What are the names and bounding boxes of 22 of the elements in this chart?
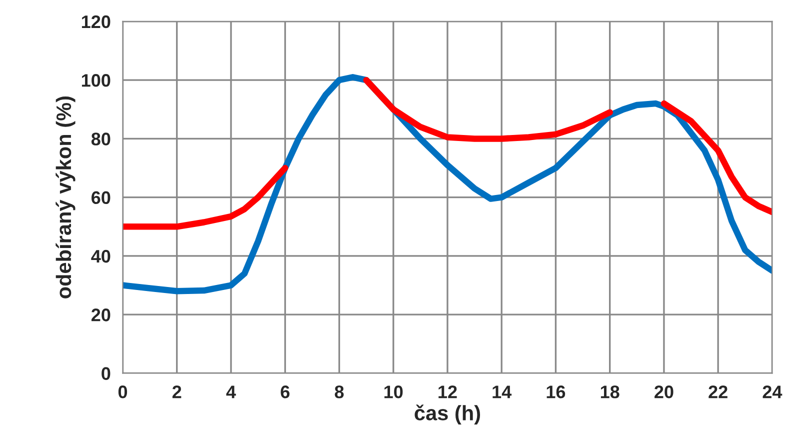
x-tick-label: 8 [334, 386, 344, 398]
x-axis-title: čas (h) [414, 404, 480, 425]
x-tick-label: 4 [226, 386, 236, 398]
x-tick-label: 20 [654, 386, 674, 398]
y-axis-title: odebíraný výkon (%) [56, 96, 76, 298]
y-tick-label: 100 [82, 74, 110, 87]
x-tick-label: 10 [384, 386, 403, 398]
y-tick-label: 120 [82, 15, 110, 28]
x-tick-label: 18 [600, 386, 620, 398]
x-tick-label: 12 [438, 386, 457, 398]
x-tick-label: 24 [762, 386, 782, 398]
y-tick-label: 60 [92, 191, 110, 204]
y-tick-label: 20 [92, 308, 110, 322]
x-tick-label: 22 [708, 386, 728, 398]
x-tick-label: 16 [546, 386, 566, 398]
x-tick-label: 0 [118, 386, 128, 398]
y-tick-label: 80 [91, 132, 110, 146]
x-tick-label: 2 [172, 386, 182, 398]
x-tick-label: 6 [280, 386, 290, 398]
y-tick-label: 0 [102, 367, 110, 380]
x-tick-label: 14 [492, 386, 512, 398]
y-tick-label: 40 [91, 250, 110, 263]
